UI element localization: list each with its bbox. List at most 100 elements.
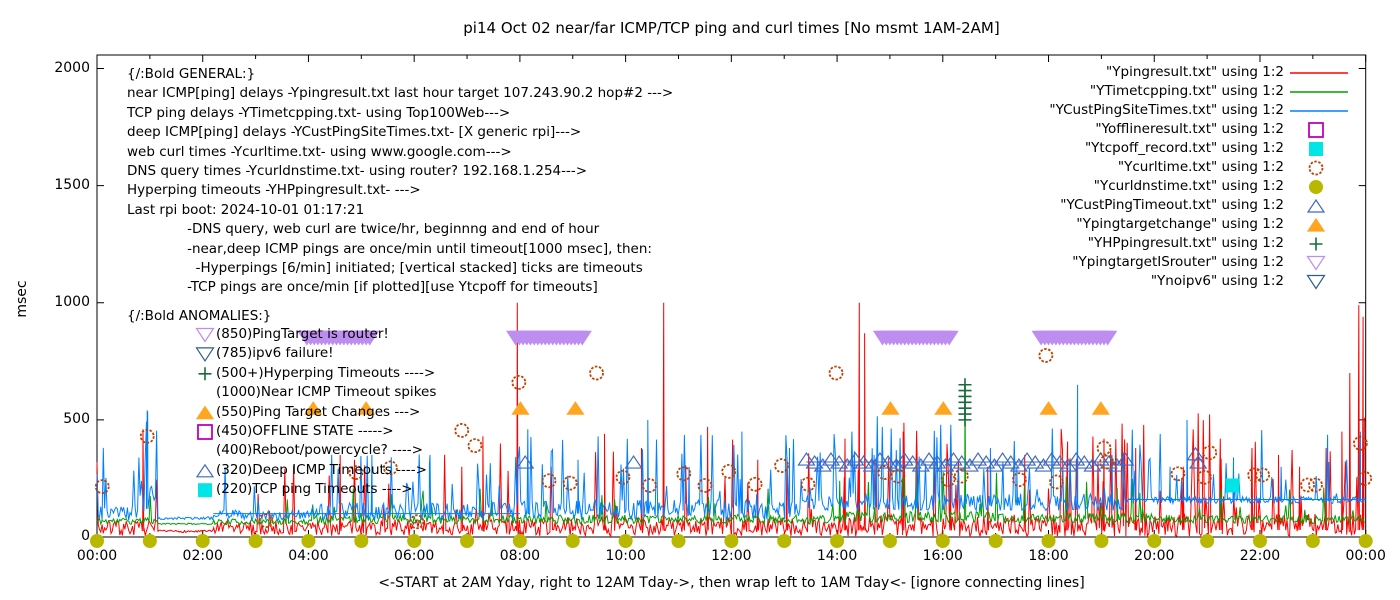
- series-line-YTimetcpping-txt: [96, 384, 1365, 526]
- deep-timeout-triangle: [516, 454, 535, 469]
- anomaly-triangle-down-icon: [195, 327, 215, 343]
- legend-label: "YpingtargetISrouter" using 1:2: [1072, 254, 1284, 270]
- legend-label: "YCustPingTimeout.txt" using 1:2: [1060, 197, 1284, 213]
- x-tick-label: 08:00: [499, 548, 541, 564]
- curl-circle-marker: [828, 365, 844, 381]
- deep-timeout-triangle: [846, 451, 865, 466]
- target-change-triangle: [934, 401, 953, 415]
- general-annotation-line: -TCP pings are once/min [if plotted][use…: [127, 279, 598, 296]
- deep-timeout-triangle: [821, 451, 841, 466]
- curl-circle-marker: [1197, 469, 1212, 485]
- dns-dot-marker: [1094, 534, 1109, 548]
- dns-dot-marker: [1309, 180, 1323, 194]
- curl-circle-marker: [1247, 467, 1263, 483]
- legend-triangle-up-icon: [1306, 217, 1326, 232]
- general-annotation-line: web curl times -Ycurltime.txt- using www…: [127, 143, 512, 160]
- legend-label: "Ypingresult.txt" using 1:2: [1106, 64, 1284, 80]
- curl-circle-marker: [774, 458, 789, 473]
- curl-circle-marker: [1202, 445, 1218, 461]
- curl-circle-marker: [721, 464, 737, 479]
- x-tick-label: 02:00: [182, 548, 223, 564]
- curl-circle-marker: [511, 374, 527, 390]
- curl-circle-marker: [800, 476, 816, 492]
- plus-marker: [958, 378, 972, 392]
- dns-dot-marker: [142, 534, 157, 548]
- axis-ticks: [96, 55, 1367, 538]
- x-tick-label: 22:00: [1239, 548, 1281, 564]
- anomaly-annotation-line: (1000)Near ICMP Timeout spikes: [216, 384, 437, 401]
- anomalies-header: {/:Bold ANOMALIES:}: [127, 308, 272, 324]
- plus-marker: [1309, 237, 1323, 251]
- target-change-group: [304, 401, 1110, 415]
- deep-timeout-triangle: [919, 451, 939, 466]
- curl-circle-marker: [1353, 435, 1368, 451]
- router-band-triangle: [939, 330, 959, 346]
- curl-circle-marker: [348, 465, 364, 480]
- x-tick-label: 10:00: [605, 548, 646, 564]
- y-tick-label: 1500: [54, 176, 90, 193]
- curl-circle-marker: [940, 472, 956, 488]
- anomaly-annotation-line: (850)PingTarget is router!: [216, 326, 389, 342]
- y-tick-label: 1000: [54, 293, 90, 310]
- general-annotation-line: {/:Bold GENERAL:}: [127, 66, 256, 82]
- legend-label: "Ycurltime.txt" using 1:2: [1117, 159, 1284, 175]
- tcp-timeout-square: [1225, 478, 1240, 493]
- router-band-triangle: [1098, 330, 1118, 346]
- anomaly-annotation-line: (500+)Hyperping Timeouts ---->: [216, 364, 436, 381]
- x-tick-label: 16:00: [922, 548, 963, 564]
- curl-circle-marker: [139, 428, 155, 444]
- x-tick-label: 20:00: [1134, 548, 1175, 564]
- curl-circle-marker: [541, 473, 557, 489]
- legend-swatches: [1290, 72, 1348, 290]
- router-band-group: [297, 330, 1118, 346]
- series-line-YCustPingSiteTimes-txt: [96, 384, 1365, 522]
- dns-dot-marker: [1200, 534, 1215, 548]
- deep-timeout-triangle: [870, 451, 890, 466]
- deep-timeout-triangle: [854, 454, 873, 469]
- general-annotation-line: near ICMP[ping] delays -Ypingresult.txt …: [127, 85, 674, 102]
- legend-label: "YCustPingSiteTimes.txt" using 1:2: [1049, 102, 1284, 118]
- curl-circle-marker: [467, 438, 483, 454]
- general-annotation-line: Hyperping timeouts -YHPpingresult.txt- -…: [127, 182, 421, 199]
- general-annotation-line: deep ICMP[ping] delays -YCustPingSiteTim…: [127, 124, 582, 141]
- legend-triangle-down-icon: [1306, 274, 1326, 290]
- legend-square-open-icon: [1308, 122, 1324, 138]
- curl-circle-marker: [454, 423, 470, 438]
- y-tick-label: 2000: [54, 59, 90, 76]
- anomaly-annotation-line: (320)Deep ICMP Timeouts ---->: [216, 461, 427, 478]
- dns-dot-marker: [195, 534, 210, 548]
- curl-circle-marker: [642, 478, 657, 493]
- dns-dot-marker: [354, 534, 369, 548]
- anomaly-square-fill-icon: [198, 483, 212, 498]
- deep-timeout-triangle: [1042, 451, 1061, 466]
- general-annotation-line: TCP ping delays -YTimetcpping.txt- using…: [127, 104, 511, 121]
- target-change-triangle: [511, 401, 530, 415]
- dns-dot-marker: [882, 534, 897, 548]
- dns-dot-marker: [1147, 534, 1162, 548]
- dns-dot-marker: [777, 534, 792, 548]
- curl-circle-marker: [409, 514, 425, 530]
- x-axis-caption: <-START at 2AM Yday, right to 12AM Tday-…: [378, 575, 1085, 591]
- anomaly-annotation-line: (550)Ping Target Changes --->: [216, 403, 421, 420]
- legend-triangle-down-icon: [1306, 255, 1326, 271]
- target-change-triangle: [881, 401, 900, 415]
- general-annotation-block: {/:Bold GENERAL:} near ICMP[ping] delays …: [127, 65, 673, 298]
- target-change-triangle: [304, 401, 323, 415]
- dns-dot-marker: [90, 534, 104, 548]
- legend-triangle-up-icon: [1306, 198, 1326, 213]
- deep-timeout-triangle: [968, 451, 988, 466]
- curl-circle-marker: [1038, 348, 1054, 363]
- curl-circle-marker: [1096, 440, 1112, 456]
- target-change-triangle: [1091, 401, 1110, 415]
- curl-circle-marker: [1170, 466, 1186, 482]
- dns-dot-marker: [301, 534, 316, 548]
- deep-timeout-triangle: [829, 454, 849, 469]
- curl-circle-marker: [1357, 471, 1373, 486]
- deep-timeout-triangle: [1186, 446, 1205, 461]
- deep-timeout-triangle: [993, 451, 1012, 466]
- deep-timeout-group: [516, 446, 1208, 472]
- legend-label: "YHPpingresult.txt" using 1:2: [1087, 235, 1284, 251]
- dns-dot-marker: [618, 534, 633, 548]
